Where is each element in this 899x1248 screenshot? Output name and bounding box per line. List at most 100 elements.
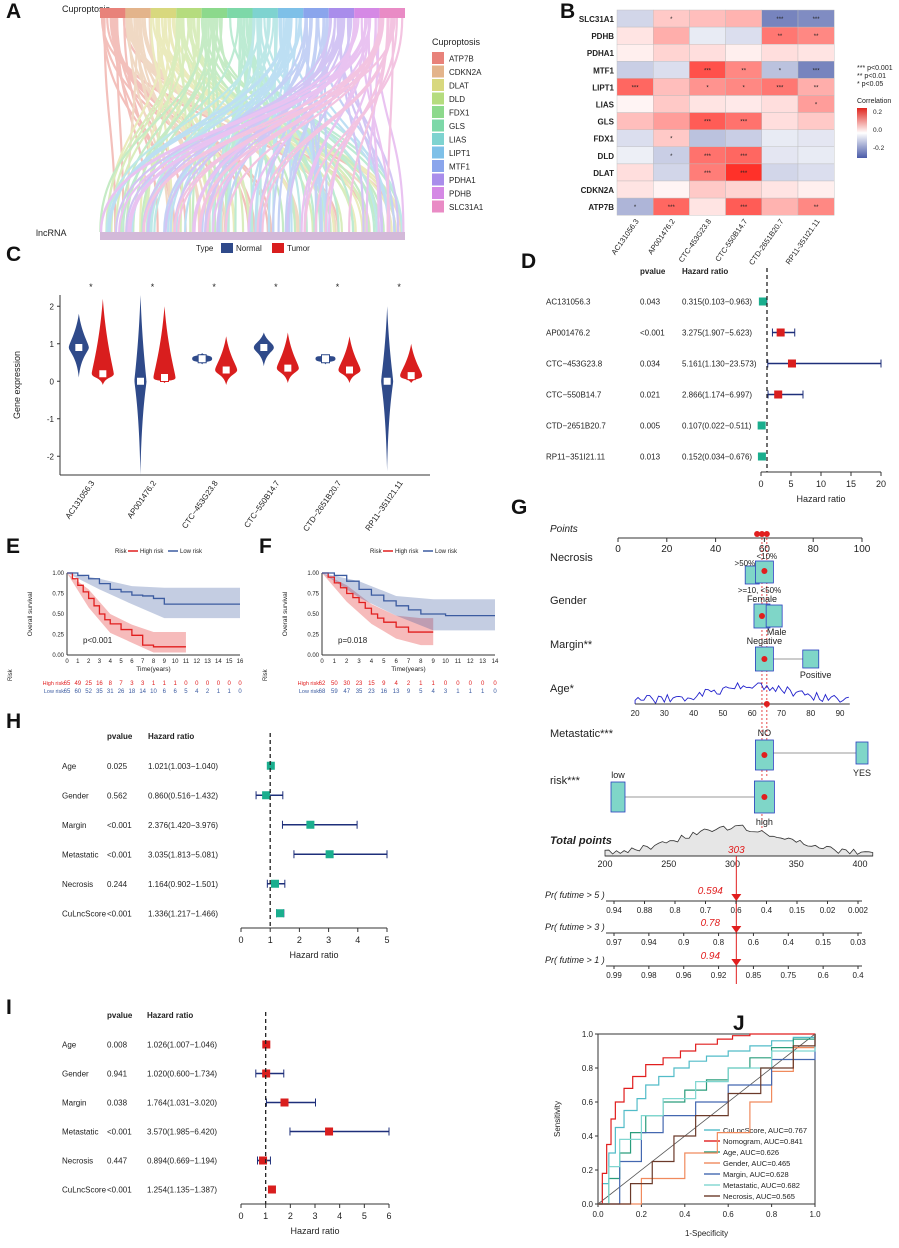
km-legend-low: Low risk: [435, 549, 458, 555]
panel-letter-B: B: [560, 0, 576, 23]
heatmap-star: ***: [813, 68, 821, 74]
heatmap-cell: [652, 112, 690, 130]
km-risk-count: 50: [331, 681, 338, 687]
nomo-age-tick: 30: [660, 709, 669, 718]
alluvial-flow: [153, 17, 275, 233]
nomo-scale-tick-label: 0.92: [711, 971, 727, 980]
km-x-tick-label: 7: [141, 659, 145, 665]
heatmap-row-label: LIAS: [596, 101, 615, 110]
roc-legend-label: Gender, AUC=0.465: [723, 1159, 790, 1168]
nomo-points-tick-label: 0: [615, 544, 621, 555]
forest-header-hr: Hazard ratio: [147, 1011, 193, 1020]
forest-point: [757, 452, 766, 461]
roc-y-label: Sensitivity: [553, 1101, 562, 1137]
nomo-box: [765, 604, 783, 628]
km-risk-count: 0: [456, 681, 460, 687]
violin-x-label: CTC−550B14.7: [242, 479, 281, 530]
km-risk-count: 8: [109, 681, 113, 687]
km-x-tick-label: 9: [163, 659, 167, 665]
forest-row-label: Age: [62, 762, 77, 771]
heatmap-cell: [689, 44, 726, 62]
heatmap-cell: [761, 44, 799, 62]
nomo-dot: [761, 568, 768, 574]
heatmap-cell: [652, 78, 690, 96]
nomo-level: YES: [853, 768, 871, 778]
violin-sig-star: *: [336, 282, 340, 292]
violin-tumor: [153, 306, 176, 384]
violin-x-label: CTD−2651B20.7: [301, 479, 343, 534]
forest-row-label: CTC−550B14.7: [546, 391, 602, 400]
nomo-level: <10%: [756, 552, 777, 561]
km-x-tick-label: 9: [432, 659, 436, 665]
nomo-age-tick: 20: [631, 709, 640, 718]
forest-hr-text: 1.020(0.600−1.734): [147, 1070, 217, 1079]
forest-x-tick-label: 1: [263, 1211, 268, 1221]
km-risk-count: 65: [64, 681, 71, 687]
heatmap-cell: [616, 26, 654, 45]
roc-x-label: 1-Specificity: [685, 1229, 728, 1238]
km-risk-count: 23: [368, 689, 375, 695]
alluvial-top-node: [227, 8, 253, 18]
alluvial-top-node: [100, 8, 126, 18]
alluvial-legend-swatch: [432, 200, 444, 213]
nomo-level: Positive: [800, 670, 832, 680]
panel-letter-A: A: [6, 0, 22, 23]
heatmap-cell: [616, 146, 654, 165]
nomo-scale-tick-label: 0.15: [815, 938, 831, 947]
roc-legend-label: Necrosis, AUC=0.565: [723, 1192, 795, 1201]
km-risk-count: 13: [393, 689, 400, 695]
alluvial-legend-label: DLD: [449, 95, 465, 104]
km-risk-count: 16: [96, 681, 103, 687]
forest-x-tick-label: 0: [758, 479, 763, 489]
km-y-tick-label: 0.00: [52, 653, 64, 659]
km-x-tick-label: 5: [119, 659, 123, 665]
roc-curve: [598, 1034, 816, 1205]
km-x-tick-label: 14: [492, 659, 499, 665]
forest-x-tick-label: 0: [238, 1211, 243, 1221]
forest-pvalue: 0.447: [107, 1157, 128, 1166]
heatmap-cell: [725, 26, 763, 45]
violin-normal: [381, 306, 394, 472]
nomo-total-tick: 350: [789, 859, 804, 869]
nomo-level: NO: [758, 728, 772, 738]
km-y-tick-label: 1.00: [52, 571, 64, 577]
forest-point: [787, 359, 796, 368]
forest-row-label: Age: [62, 1041, 77, 1050]
km-risk-count: 1: [419, 681, 423, 687]
heatmap-star: ***: [704, 68, 712, 74]
km-risk-count: 1: [469, 689, 473, 695]
km-risk-count: 1: [152, 681, 156, 687]
heatmap-colorbar-tick: 0.0: [873, 127, 882, 134]
panel-a-alluvial: Cuproptosis lncRNA Cuproptosis ATP7B CDKN2A D…: [36, 4, 484, 240]
heatmap-row-label: MTF1: [593, 66, 614, 75]
nomo-total-tick: 250: [661, 859, 676, 869]
roc-x-tick-label: 1.0: [809, 1210, 821, 1219]
heatmap-cell: [652, 61, 690, 79]
panel-letter-G: G: [511, 496, 528, 519]
forest-point: [757, 421, 766, 430]
heatmap-row-label: ATP7B: [588, 203, 614, 212]
nomo-scale-tick-label: 0.8: [669, 906, 681, 915]
forest-hr-text: 3.275(1.907−5.623): [682, 329, 752, 338]
alluvial-top-label: Cuproptosis: [62, 4, 111, 14]
nomo-var-label: Metastatic***: [550, 728, 614, 740]
forest-row-label: CTC−453G23.8: [546, 360, 603, 369]
nomo-scale-tick-label: 0.96: [676, 971, 692, 980]
km-risk-count: 1: [217, 689, 221, 695]
forest-row-label: RP11−351I21.11: [546, 453, 606, 462]
roc-y-tick-label: 1.0: [582, 1030, 594, 1039]
panel-j-roc: 0.0 0.2 0.4 0.6 0.8 1.0 0.0 0.2 0.4 0.6 0.8 1.0 1-Sp…: [553, 1030, 821, 1238]
alluvial-legend-title: Cuproptosis: [432, 37, 481, 47]
heatmap-star: *: [670, 137, 673, 143]
forest-x-tick-label: 6: [386, 1211, 391, 1221]
heatmap-star: ***: [740, 120, 748, 126]
km-x-tick-label: 0: [65, 659, 69, 665]
km-y-tick-label: 1.00: [307, 571, 319, 577]
forest-hr-text: 1.336(1.217−1.466): [148, 909, 218, 918]
km-risk-label: Risk: [8, 668, 14, 681]
heatmap-star: ***: [813, 17, 821, 23]
heatmap-cell: [616, 61, 654, 79]
km-risk-count: 1: [456, 689, 460, 695]
nomo-points-tick-label: 40: [710, 544, 722, 555]
heatmap-cell: [797, 180, 835, 199]
